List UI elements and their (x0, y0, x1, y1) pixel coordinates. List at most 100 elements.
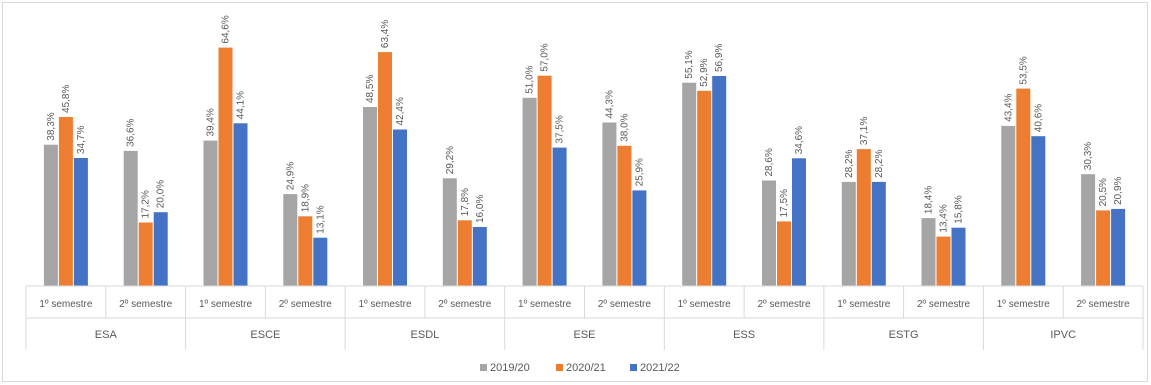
data-label: 30,3% (1083, 142, 1094, 170)
x-tick-label: 2º semestre (1077, 299, 1131, 310)
bar-ese-1-2021-22 (552, 147, 567, 286)
bar-ess-2-2019-20 (762, 180, 776, 286)
data-label: 56,9% (714, 44, 725, 72)
x-tick-label: 2º semestre (119, 299, 173, 310)
bar-esdl-1-2020-21 (378, 52, 392, 286)
data-label: 34,6% (794, 126, 805, 154)
bar-esce-2-2020-21 (298, 216, 313, 286)
x-tick-label: 2º semestre (917, 299, 971, 310)
data-label: 36,6% (126, 118, 137, 146)
data-label: 20,5% (1098, 178, 1109, 206)
x-group-label: ESE (573, 329, 595, 341)
bar-ipvc-1-2019-20 (1001, 125, 1016, 287)
data-label: 20,0% (156, 180, 167, 208)
bar-estg-1-2020-21 (856, 149, 871, 286)
legend-swatch (480, 364, 487, 371)
bar-ese-1-2019-20 (522, 97, 537, 286)
data-label: 63,4% (380, 20, 391, 48)
x-tick-label: 2º semestre (438, 299, 492, 310)
x-group-label: ESCE (250, 329, 280, 341)
data-label: 17,2% (141, 190, 152, 218)
x-tick-label: 1º semestre (678, 299, 732, 310)
bar-esce-1-2019-20 (203, 140, 218, 286)
x-tick-label: 1º semestre (997, 299, 1051, 310)
data-label: 25,9% (634, 158, 645, 186)
data-label: 38,3% (46, 112, 57, 140)
bar-ipvc-2-2020-21 (1096, 210, 1111, 286)
data-label: 37,5% (555, 115, 566, 143)
bar-esdl-2-2019-20 (442, 178, 457, 286)
bar-esdl-1-2019-20 (363, 107, 377, 286)
data-label: 55,1% (684, 50, 695, 78)
data-label: 45,8% (61, 85, 72, 113)
bar-esa-1-2019-20 (43, 144, 58, 286)
bar-ess-2-2021-22 (792, 158, 806, 286)
legend-label: 2021/22 (640, 362, 680, 374)
bar-estg-1-2019-20 (841, 181, 856, 286)
data-label: 44,1% (236, 91, 247, 119)
data-label: 13,4% (939, 204, 950, 232)
data-label: 38,0% (619, 113, 630, 141)
x-group-label: ESS (733, 329, 755, 341)
data-label: 53,5% (1018, 56, 1029, 84)
bar-ess-1-2021-22 (712, 76, 727, 286)
x-tick-label: 1º semestre (358, 299, 412, 310)
data-label: 15,8% (954, 195, 965, 223)
x-tick-label: 1º semestre (837, 299, 891, 310)
x-tick-label: 2º semestre (757, 299, 811, 310)
data-label: 18,4% (924, 186, 935, 214)
x-group-label: ESDL (411, 329, 440, 341)
bar-ess-1-2019-20 (682, 82, 697, 286)
data-label: 13,1% (315, 205, 326, 233)
data-label: 40,6% (1033, 104, 1044, 132)
data-label: 64,6% (221, 15, 232, 43)
x-group-label: IPVC (1050, 329, 1076, 341)
x-group-label: ESA (95, 329, 118, 341)
bar-estg-1-2021-22 (871, 181, 886, 286)
bar-ipvc-2-2021-22 (1111, 208, 1126, 286)
bar-ese-2-2019-20 (602, 122, 617, 286)
x-group-label: ESTG (889, 329, 919, 341)
bar-ipvc-2-2019-20 (1081, 174, 1096, 286)
data-label: 42,4% (395, 97, 406, 125)
legend-label: 2020/21 (566, 362, 606, 374)
data-label: 57,0% (540, 43, 551, 71)
data-label: 28,6% (764, 148, 775, 176)
bar-estg-2-2019-20 (921, 218, 936, 286)
data-label: 52,9% (699, 58, 710, 86)
legend-swatch (556, 364, 563, 371)
bar-ese-2-2021-22 (632, 190, 647, 286)
bar-esce-2-2019-20 (283, 194, 298, 286)
bar-esa-2-2021-22 (153, 212, 168, 286)
legend-label: 2019/20 (490, 362, 530, 374)
data-label: 37,1% (859, 117, 870, 145)
data-label: 51,0% (525, 65, 536, 93)
data-label: 29,2% (445, 146, 456, 174)
bar-ess-1-2020-21 (697, 90, 712, 286)
bar-estg-2-2020-21 (936, 236, 951, 286)
legend-swatch (630, 364, 637, 371)
data-label: 17,5% (779, 189, 790, 217)
x-tick-label: 1º semestre (518, 299, 572, 310)
data-label: 44,3% (604, 90, 615, 118)
x-tick-label: 1º semestre (199, 299, 253, 310)
bar-esdl-1-2021-22 (393, 129, 407, 286)
bar-esa-2-2020-21 (138, 222, 153, 286)
bar-esa-1-2021-22 (73, 158, 88, 286)
bar-ess-2-2020-21 (777, 221, 791, 286)
bar-estg-2-2021-22 (951, 227, 966, 286)
x-tick-label: 2º semestre (598, 299, 652, 310)
x-tick-label: 2º semestre (279, 299, 333, 310)
data-label: 18,9% (300, 184, 311, 212)
bar-esce-1-2021-22 (233, 123, 248, 286)
bar-ipvc-1-2020-21 (1016, 88, 1031, 286)
bar-esce-1-2020-21 (218, 47, 233, 286)
data-label: 48,5% (365, 75, 376, 103)
bar-ese-2-2020-21 (617, 145, 632, 286)
bar-esdl-2-2021-22 (472, 227, 487, 286)
bar-esdl-2-2020-21 (457, 220, 472, 286)
bar-ese-1-2020-21 (537, 75, 552, 286)
bar-esce-2-2021-22 (313, 237, 328, 286)
